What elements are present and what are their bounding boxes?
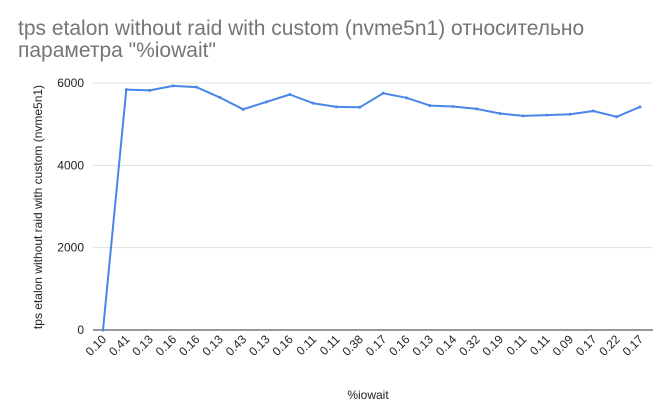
- x-tick-label: 0.32: [456, 332, 483, 359]
- x-tick-label: 0.17: [363, 332, 390, 359]
- x-tick-label: 0.16: [269, 332, 296, 359]
- x-tick-label: 0.17: [620, 332, 647, 359]
- x-tick-label: 0.41: [106, 332, 133, 359]
- data-point: [288, 93, 292, 97]
- data-point: [358, 105, 362, 109]
- data-point: [311, 101, 315, 105]
- data-point: [615, 115, 619, 119]
- x-tick-label: 0.14: [433, 332, 460, 359]
- x-tick-label: 0.13: [129, 332, 156, 359]
- x-tick-label: 0.43: [223, 332, 250, 359]
- x-tick-label: 0.11: [317, 332, 343, 358]
- x-tick-label: 0.13: [410, 332, 437, 359]
- data-point: [568, 112, 572, 116]
- x-tick-label: 0.11: [527, 332, 553, 358]
- series-layer: [101, 84, 642, 332]
- x-tick-label: 0.19: [480, 332, 507, 359]
- data-point: [264, 100, 268, 104]
- data-point: [194, 85, 198, 89]
- data-point: [591, 109, 595, 113]
- y-tick-label: 2000: [57, 241, 84, 255]
- data-point: [428, 104, 432, 108]
- gridlines: [93, 82, 653, 249]
- data-point: [381, 91, 385, 95]
- data-point: [148, 88, 152, 92]
- x-tick-label: 0.16: [386, 332, 413, 359]
- chart-title: tps etalon without raid with custom (nvm…: [18, 17, 585, 62]
- x-axis-title: %iowait: [347, 388, 389, 402]
- x-tick-label: 0.13: [199, 332, 226, 359]
- series-line: [102, 84, 641, 331]
- x-tick-label: 0.17: [573, 332, 600, 359]
- data-point: [101, 328, 105, 332]
- y-tick-label: 6000: [57, 76, 84, 90]
- data-point: [451, 104, 455, 108]
- data-point: [475, 107, 479, 111]
- data-point: [171, 84, 175, 88]
- data-point: [638, 105, 642, 109]
- x-tick-label: 0.38: [340, 332, 367, 359]
- x-tick-label: 0.10: [83, 332, 110, 359]
- data-point: [521, 114, 525, 118]
- data-point: [241, 107, 245, 111]
- x-tick-label: 0.11: [293, 332, 319, 358]
- x-tick-label: 0.16: [153, 332, 180, 359]
- tick-labels: 02000400060000.100.410.130.160.160.130.4…: [57, 76, 646, 359]
- y-axis-title: tps etalon without raid with custom (nvm…: [31, 85, 45, 329]
- data-point: [498, 111, 502, 115]
- x-tick-label: 0.16: [176, 332, 203, 359]
- data-point: [218, 95, 222, 99]
- y-tick-label: 0: [77, 323, 84, 337]
- data-point: [124, 88, 128, 92]
- data-point: [545, 113, 549, 117]
- y-tick-label: 4000: [57, 158, 84, 172]
- x-tick-label: 0.09: [550, 332, 577, 359]
- x-tick-label: 0.22: [596, 332, 623, 359]
- data-point: [405, 96, 409, 100]
- x-tick-label: 0.11: [504, 332, 530, 358]
- data-point: [334, 105, 338, 109]
- x-tick-label: 0.13: [246, 332, 273, 359]
